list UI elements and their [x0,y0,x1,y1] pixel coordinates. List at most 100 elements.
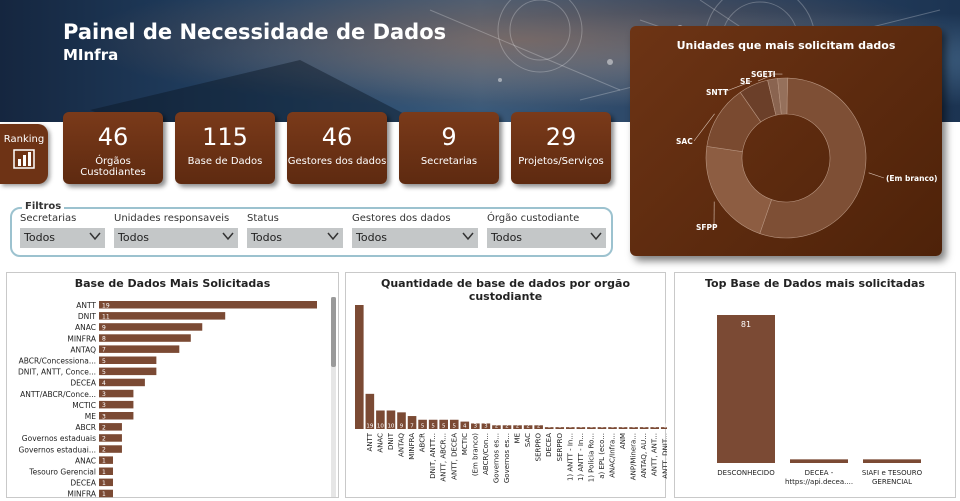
kpi-gestores-dos-dados: 46 Gestores dos dados [287,112,387,184]
vbar-category-label: DECEA [545,433,553,457]
vbar-bar[interactable] [544,427,554,429]
vbar-category-label: Governos es... [492,433,500,483]
vbar-bar[interactable] [428,419,438,429]
filter-dropdown-orgao[interactable]: Todos [487,228,606,248]
vbar-category-label: 1) Policia Ro... [587,433,595,482]
donut-slice[interactable] [777,77,788,115]
top-category-label: DECEA - [805,469,834,477]
vbar-bar[interactable] [492,425,501,429]
vbar-bar[interactable] [471,423,480,429]
hbar-value-label: 5 [102,369,106,376]
vbar-bar[interactable] [449,419,459,429]
vbar-value-label: 5 [431,424,435,430]
vbar-bar[interactable] [439,419,448,429]
vbar-bar[interactable] [639,427,649,429]
vbar-value-label: 9 [400,424,404,430]
chevron-down-icon [327,232,339,241]
vbar-bar[interactable] [481,423,491,429]
vbar-bar[interactable] [587,427,596,429]
page-title: Painel de Necessidade de Dados [63,20,447,44]
hbar-bar[interactable] [99,356,157,365]
donut-leader-line [693,113,715,142]
hbar-bar[interactable] [99,467,113,476]
vbar-category-label: ANTT, ANT... [651,433,659,476]
vbar-value-label: 5 [453,424,457,430]
vbar-bar[interactable] [376,410,385,429]
vbar-value-label: 1 [664,424,668,430]
hbar-bar[interactable] [99,478,113,487]
vbar-bar[interactable] [555,427,565,429]
filter-dropdown-unidades[interactable]: Todos [114,228,238,248]
hbar-category-label: ME [85,412,96,421]
hbar-value-label: 19 [102,302,110,309]
vbar-category-label: ANTAQ, AU... [640,433,648,478]
vbar-bar[interactable] [650,427,659,429]
filter-dropdown-secretarias[interactable]: Todos [20,228,105,248]
kpi-value: 29 [545,123,577,151]
vbar-bar[interactable] [534,425,543,429]
scrollbar-thumb[interactable] [331,297,336,367]
vbar-category-label: ANP/Minera... [630,433,638,480]
donut-slice[interactable] [759,77,867,239]
hbar-bar[interactable] [99,334,191,342]
kpi-label: Gestores dos dados [287,156,387,167]
vbar-category-label: ANTT, DECEA [450,433,458,480]
vbar-bar[interactable] [418,419,427,429]
vbar-bar[interactable] [407,416,417,429]
hbar-value-label: 11 [102,313,110,320]
vbar-value-label: 1 [611,424,615,430]
top-bar[interactable] [863,459,921,463]
vbar-bar[interactable] [513,425,522,429]
hbar-bar[interactable] [99,345,180,353]
hbar-bar[interactable] [99,489,113,498]
vbar-category-label: ANTT, DNIT... [661,433,667,479]
hbar-bar[interactable] [99,323,203,331]
vbar-bar[interactable] [502,425,512,429]
filter-value: Todos [251,231,283,244]
vbar-bar[interactable] [597,427,607,429]
top-bar-value-label: 81 [741,320,751,329]
hbar-bar[interactable] [99,445,122,453]
scrollbar-track[interactable] [331,297,336,497]
vbar-value-label: 2 [495,424,499,430]
hbar-category-label: MINFRA [67,334,97,343]
donut-slice[interactable] [705,146,772,234]
hbar-bar[interactable] [99,400,134,409]
filter-dropdown-gestores[interactable]: Todos [352,228,478,248]
filter-dropdown-status[interactable]: Todos [247,228,343,248]
hbar-bar[interactable] [99,312,226,320]
vbar-value-label: 1 [579,424,583,430]
vbar-bar[interactable] [460,421,470,429]
vbar-bar[interactable] [386,410,396,429]
vbar-bar[interactable] [618,427,628,429]
hbar-bar[interactable] [99,367,157,376]
vbar-bar[interactable] [365,393,375,429]
vbar-value-label: 3 [484,424,488,430]
vbar-bar[interactable] [576,427,586,429]
vbar-bar[interactable] [355,305,364,429]
hbar-bar[interactable] [99,301,317,309]
hbar-category-label: DECEA [70,479,96,488]
vbar-value-label: 5 [421,424,425,430]
vbar-bar[interactable] [397,412,406,429]
vbar-bar[interactable] [629,427,638,429]
vbar-bar[interactable] [566,427,575,429]
vbar-bar[interactable] [608,427,617,429]
ranking-button[interactable]: Ranking [0,124,48,184]
kpi-value: 46 [97,123,129,151]
hbar-bar[interactable] [99,378,145,387]
donut-leader-line [757,74,773,82]
hbar-bar[interactable] [99,434,122,442]
vbar-bar[interactable] [523,425,533,429]
hbar-bar[interactable] [99,389,134,398]
hbar-bar[interactable] [99,423,122,431]
top-bar[interactable] [790,459,848,463]
hbar-category-label: DNIT, ANTT, Conce... [18,368,96,377]
donut-chart-title: Unidades que mais solicitam dados [676,39,896,52]
hbar-bar[interactable] [99,412,134,420]
vbar-bar[interactable] [660,427,667,429]
vbar-category-label: ANAC [376,433,384,453]
hbar-bar[interactable] [99,456,113,464]
top-bar[interactable] [717,315,775,463]
vbar-category-label: DNIT, ANTT... [429,433,437,479]
